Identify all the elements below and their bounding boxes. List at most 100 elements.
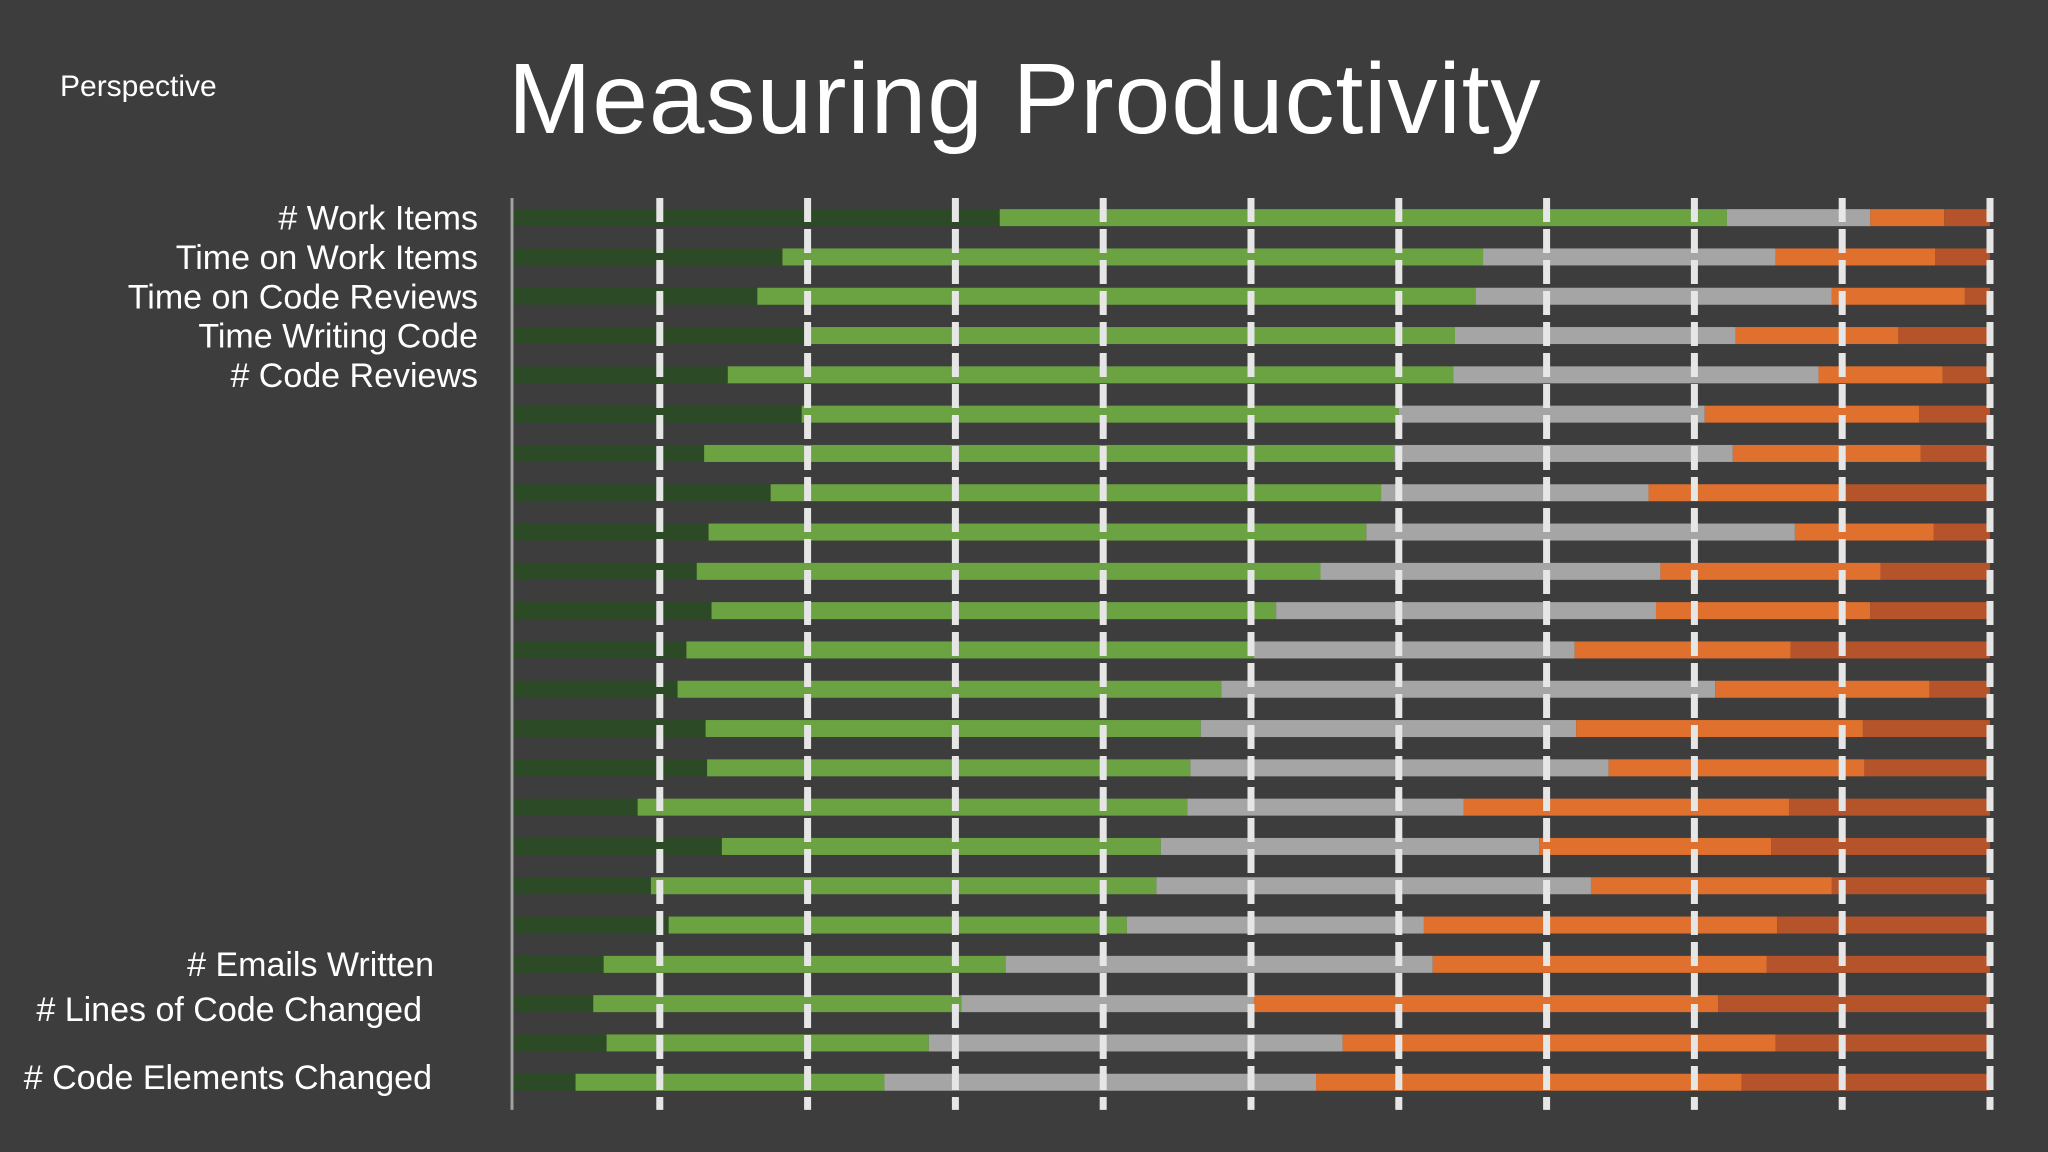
bar-segment [1715,680,1930,698]
row-label: # Work Items [278,200,478,238]
bar-segment [1648,484,1846,502]
bar-segment [770,484,1382,502]
bar-segment [1831,287,1965,305]
bar-segment [707,759,1191,777]
row-label: # Code Elements Changed [24,1059,432,1097]
bar-segment [721,837,1161,855]
bar-segment [1788,798,1990,816]
bar-segment [637,798,1188,816]
bar-segment [1919,405,1990,423]
bar-segment [928,1034,1343,1052]
bar-segment [606,1034,929,1052]
bar-segment [1156,877,1591,895]
bar-segment [1453,366,1819,384]
bar-segment [1726,209,1871,227]
bar-segment [1790,641,1990,659]
bar-segment [1862,720,1990,738]
bar-segment [512,641,687,659]
bar-segment [512,837,722,855]
bar-segment [686,641,1254,659]
bar-segment [1818,366,1943,384]
bar-segment [1964,287,1990,305]
bar-segment [1735,327,1899,345]
bar-segment [1929,680,1990,698]
bar-segment [512,484,771,502]
bar-segment [512,602,712,620]
bar-segment [1432,955,1767,973]
row-label: # Lines of Code Changed [36,991,422,1029]
bar-segment [512,444,705,462]
bar-segment [1253,641,1575,659]
bar-segment [512,287,758,305]
bar-segment [1316,1073,1742,1091]
bar-segment [1576,720,1863,738]
bar-segment [1394,444,1733,462]
bar-segment [1366,523,1795,541]
bar-segment [1775,248,1936,266]
bar-segment [704,444,1395,462]
bar-segment [668,916,1127,934]
bar-segment [1870,602,1990,620]
bar-segment [1942,366,1990,384]
bar-segment [512,720,706,738]
bar-segment [1221,680,1716,698]
row-label: # Emails Written [187,946,434,984]
bar-segment [1660,562,1881,580]
row-label: # Code Reviews [230,357,478,395]
bar-segment [708,523,1367,541]
bar-segment [1608,759,1865,777]
bar-segment [512,209,1000,227]
bar-segment [1944,209,1990,227]
bar-segment [1870,209,1945,227]
bar-segment [593,995,962,1013]
bar-segment [1005,955,1433,973]
slide-title: Measuring Productivity [508,43,1542,155]
bar-segment [961,995,1254,1013]
bar-segment [512,366,728,384]
bar-segment [1483,248,1776,266]
bar-segment [1253,995,1719,1013]
bar-segment [1539,837,1772,855]
bar-segment [1454,327,1736,345]
bar-segment [1718,995,1990,1013]
bar-segment [1864,759,1990,777]
bar-segment [512,877,651,895]
bar-segment [757,287,1476,305]
bar-segment [1276,602,1656,620]
bar-segment [1200,720,1577,738]
bar-segment [999,209,1727,227]
bar-segment [512,995,594,1013]
bar-segment [1475,287,1832,305]
bar-segment [1898,327,1990,345]
bar-segment [1590,877,1832,895]
bar-segment [575,1073,885,1091]
bar-segment [1342,1034,1776,1052]
bar-segment [1775,1034,1990,1052]
bar-segment [512,405,802,423]
bar-segment [1704,405,1920,423]
bar-segment [1320,562,1661,580]
bar-segment [512,759,708,777]
row-label: Time Writing Code [198,318,478,356]
bar-segment [1160,837,1540,855]
row-label: Time on Work Items [176,239,478,277]
bar-segment [1423,916,1778,934]
bar-segment [677,680,1222,698]
bar-segment [512,798,638,816]
bar-segment [1935,248,1990,266]
bar-segment [696,562,1321,580]
bar-segment [1398,405,1705,423]
bar-segment [512,1073,576,1091]
bar-segment [1574,641,1791,659]
bar-segment [1771,837,1990,855]
bar-segment [1463,798,1789,816]
bar-segment [1933,523,1990,541]
bar-segment [650,877,1157,895]
bar-segment [512,680,678,698]
bar-segment [512,955,604,973]
bar-segment [1655,602,1871,620]
bar-segment [727,366,1454,384]
bar-segment [1777,916,1990,934]
